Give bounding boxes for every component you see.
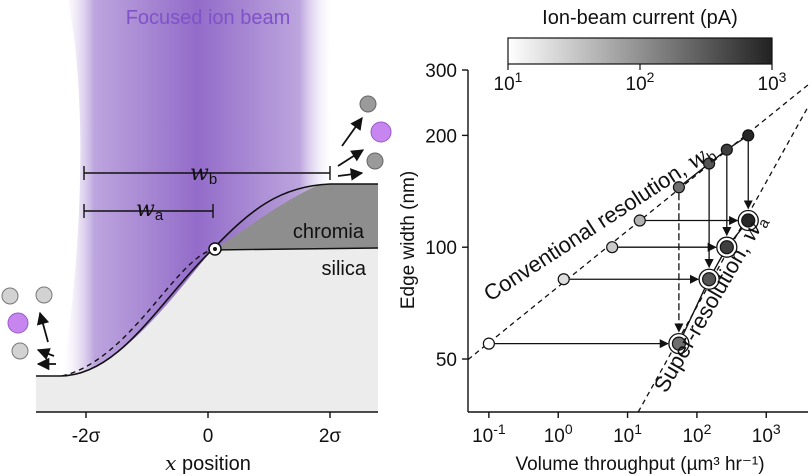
chart-series (482, 129, 759, 355)
sputter-arrow (337, 168, 364, 181)
schematic-panel: wb wa Focused ion beam chromia silica (1, 0, 392, 475)
x-tick-label: 103 (752, 421, 781, 447)
sputter-arrow (36, 348, 55, 360)
sputter-arrow (341, 116, 363, 147)
colorbar-ticks: 101 102 103 (494, 64, 787, 95)
chromia-label: chromia (293, 221, 365, 243)
conventional-point (557, 273, 570, 286)
conventional-point (703, 157, 716, 170)
sputter-arrow (337, 149, 365, 167)
x-tick-label: 0 (203, 426, 214, 447)
wa-label: wa (136, 197, 164, 224)
atom-gray (35, 286, 53, 304)
super-resolution-fit-line (637, 106, 809, 413)
atom-gray (359, 95, 377, 113)
super-resolution-point (671, 336, 687, 351)
x-tick-label: 2σ (319, 426, 342, 447)
y-axis-ticks: 50 100 200 300 (425, 61, 468, 371)
interface-line (211, 247, 379, 251)
atom-purple (370, 121, 392, 143)
colorbar (507, 37, 773, 65)
series-connector (678, 278, 710, 344)
dashed-profile (61, 249, 213, 377)
x-axis-label: x position (165, 451, 251, 475)
surface-profile (36, 183, 378, 377)
x-axis-label: Volume throughput (µm³ hr⁻¹) (515, 454, 764, 475)
colorbar-tick-label: 101 (494, 69, 523, 95)
colorbar-tick-label: 103 (758, 69, 787, 95)
y-tick-label: 100 (425, 238, 457, 259)
conventional-line-label: Conventional resolution, wb (479, 139, 720, 309)
y-axis-label: Edge width (nm) (398, 171, 419, 309)
x-axis-ticks: -2σ 0 2σ (72, 412, 342, 447)
conventional-point (672, 181, 686, 194)
atom-gray (1, 287, 19, 305)
wb-bracket (83, 166, 331, 180)
series-connector (678, 162, 710, 188)
atom-gray (366, 152, 384, 170)
atom-purple (7, 312, 29, 334)
super-resolution-point (702, 272, 717, 287)
conventional-point (633, 214, 646, 227)
beam-shape (62, 0, 332, 376)
x-tick-label: 100 (544, 421, 573, 447)
conventional-point (720, 143, 733, 156)
chromia-region (212, 184, 378, 250)
atom-gray (11, 342, 29, 360)
silica-label: silica (322, 258, 367, 280)
conventional-point (606, 241, 619, 254)
super-line-label: Super-resolution, wa (649, 209, 774, 398)
sputter-arrow (36, 311, 50, 343)
y-tick-label: 300 (425, 61, 457, 82)
x-tick-label: 10-1 (472, 421, 506, 447)
edge-point-center (213, 247, 217, 251)
x-axis-ticks: 10-1 100 101 102 103 (472, 412, 781, 447)
conventional-point (482, 337, 495, 350)
wa-bracket (83, 204, 214, 218)
fit-lines (467, 84, 809, 413)
x-tick-label: 101 (613, 421, 642, 447)
super-resolution-point (741, 213, 756, 228)
colorbar-label: Ion-beam current (pA) (542, 7, 738, 29)
beam-label: Focused ion beam (126, 7, 291, 29)
colorbar-tick-label: 102 (626, 69, 655, 95)
chart-panel: Ion-beam current (pA) 101 102 103 50 100 200… (398, 7, 809, 475)
super-resolution-point (719, 240, 734, 255)
x-tick-label: -2σ (72, 426, 101, 447)
wb-label: wb (190, 161, 217, 188)
x-tick-label: 102 (682, 421, 711, 447)
y-tick-label: 200 (425, 126, 457, 147)
silica-region (36, 248, 378, 412)
conventional-point (742, 129, 755, 142)
y-tick-label: 50 (436, 350, 457, 371)
